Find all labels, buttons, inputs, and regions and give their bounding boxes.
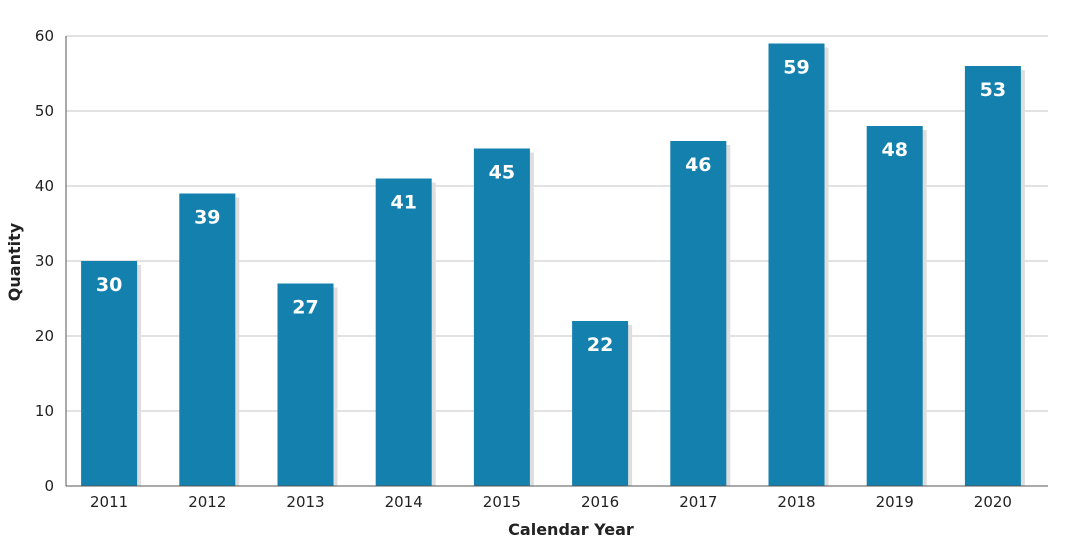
data-label-2011: 30: [96, 274, 122, 296]
y-tick-label-30: 30: [35, 252, 54, 270]
x-tick-label-2014: 2014: [385, 493, 423, 511]
x-tick-label-2017: 2017: [679, 493, 717, 511]
y-tick-label-0: 0: [44, 477, 54, 495]
x-tick-label-2012: 2012: [188, 493, 226, 511]
data-label-2018: 59: [783, 57, 809, 79]
bar-2017: [670, 141, 727, 486]
data-label-2013: 27: [292, 297, 318, 319]
x-tick-label-2018: 2018: [777, 493, 815, 511]
data-label-2020: 53: [980, 79, 1006, 101]
data-label-2017: 46: [685, 154, 711, 176]
data-label-2012: 39: [194, 207, 220, 229]
bar-2011: [81, 261, 138, 486]
bar-2014: [375, 178, 432, 486]
x-tick-label-2011: 2011: [90, 493, 128, 511]
bar-2016: [572, 321, 629, 486]
bar-2015: [473, 148, 530, 486]
bar-2018: [768, 43, 825, 486]
y-axis-title: Quantity: [5, 222, 24, 301]
bars: 30 39 27 41 45 22 46 59 48 53: [81, 43, 1025, 486]
data-label-2015: 45: [489, 162, 515, 184]
bar-2012: [179, 193, 236, 486]
bar-2019: [866, 126, 923, 486]
x-tick-labels: 2011 2012 2013 2014 2015 2016 2017 2018 2019 2020: [90, 493, 1012, 511]
bar-2020: [964, 66, 1021, 486]
y-tick-label-40: 40: [35, 177, 54, 195]
y-tick-label-10: 10: [35, 402, 54, 420]
x-axis-title: Calendar Year: [508, 520, 634, 539]
y-tick-label-50: 50: [35, 102, 54, 120]
y-tick-label-20: 20: [35, 327, 54, 345]
x-tick-label-2019: 2019: [876, 493, 914, 511]
x-tick-label-2020: 2020: [974, 493, 1012, 511]
axes: [65, 36, 1048, 487]
y-tick-labels: 0 10 20 30 40 50 60: [35, 27, 54, 495]
x-tick-label-2015: 2015: [483, 493, 521, 511]
x-tick-label-2016: 2016: [581, 493, 619, 511]
data-label-2019: 48: [881, 139, 907, 161]
data-label-2014: 41: [390, 192, 416, 214]
bar-2013: [277, 283, 334, 486]
x-tick-label-2013: 2013: [286, 493, 324, 511]
y-tick-label-60: 60: [35, 27, 54, 45]
data-label-2016: 22: [587, 334, 613, 356]
